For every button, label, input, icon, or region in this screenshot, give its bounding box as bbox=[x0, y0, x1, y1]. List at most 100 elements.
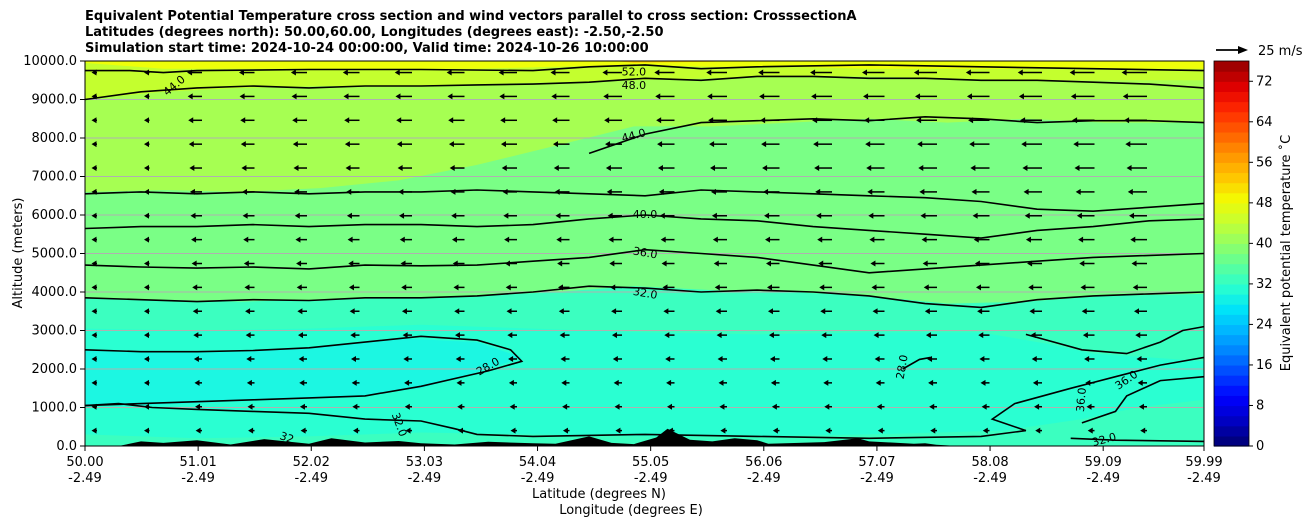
x-tick-label-lat: 56.06 bbox=[745, 455, 782, 470]
wind-vector-head bbox=[396, 141, 402, 148]
wind-vector-head bbox=[91, 188, 97, 195]
wind-vector-head bbox=[970, 165, 976, 172]
wind-vector-head bbox=[982, 427, 988, 434]
colorbar-segment bbox=[1214, 253, 1249, 265]
colorbar-label: Equivalent potential temperature ˚C bbox=[1278, 135, 1294, 371]
wind-vector-head bbox=[502, 188, 508, 195]
wind-vector-head bbox=[815, 188, 821, 195]
wind-vector-head bbox=[810, 69, 816, 76]
wind-vector-head bbox=[1134, 308, 1139, 315]
wind-vector-head bbox=[191, 260, 197, 267]
wind-vector-head bbox=[144, 141, 149, 148]
wind-vector-head bbox=[977, 308, 983, 315]
wind-vector-head bbox=[768, 332, 774, 339]
wind-vector-head bbox=[717, 355, 723, 362]
field-band-44 bbox=[85, 61, 1204, 192]
wind-vector-head bbox=[1028, 284, 1034, 291]
x-tick-label-lat: 59.09 bbox=[1085, 455, 1122, 470]
wind-vector-head bbox=[248, 427, 254, 434]
wind-vector-head bbox=[550, 69, 556, 76]
x-tick-label-lat: 58.08 bbox=[971, 455, 1008, 470]
wind-vector-head bbox=[446, 69, 452, 76]
wind-vector-head bbox=[867, 188, 873, 195]
wind-vector-head bbox=[1027, 260, 1033, 267]
wind-vector-head bbox=[347, 236, 353, 243]
wind-vector-head bbox=[662, 284, 668, 291]
wind-vector-head bbox=[1131, 260, 1137, 267]
wind-vector-head bbox=[1132, 284, 1138, 291]
wind-vector-head bbox=[968, 117, 974, 124]
wind-vector-head bbox=[663, 308, 669, 315]
colorbar-segment bbox=[1214, 152, 1249, 163]
wind-vectors bbox=[91, 69, 1147, 434]
wind-vector-head bbox=[714, 284, 720, 291]
wind-vector-head bbox=[399, 212, 405, 219]
wind-vector-head bbox=[766, 260, 772, 267]
wind-vector-head bbox=[242, 188, 248, 195]
wind-vector-head bbox=[872, 308, 878, 315]
colorbar-segment bbox=[1214, 172, 1249, 184]
wind-vector-head bbox=[719, 403, 725, 410]
wind-vector-head bbox=[863, 93, 869, 100]
colorbar-segment bbox=[1214, 263, 1249, 275]
wind-vector-head bbox=[657, 141, 663, 148]
contour-label: 52.0 bbox=[622, 66, 647, 79]
wind-vector-head bbox=[1129, 212, 1135, 219]
wind-vector-head bbox=[503, 212, 509, 219]
wind-vector-head bbox=[296, 260, 302, 267]
wind-vector-head bbox=[1125, 141, 1131, 148]
wind-vector-head bbox=[144, 355, 149, 362]
wind-vector-head bbox=[712, 236, 718, 243]
wind-vector-head bbox=[91, 332, 97, 339]
wind-vector-head bbox=[604, 117, 610, 124]
colorbar-segment bbox=[1214, 61, 1249, 72]
y-tick-label: 9000.0 bbox=[32, 93, 78, 108]
contour-label: 28.0 bbox=[894, 354, 911, 380]
wind-vector-head bbox=[763, 188, 769, 195]
wind-vector-head bbox=[770, 379, 776, 386]
wind-vector-head bbox=[659, 212, 665, 219]
chart-title-line-3: Simulation start time: 2024-10-24 00:00:… bbox=[85, 41, 649, 56]
colorbar-segment bbox=[1214, 162, 1249, 174]
colorbar-tick-label: 0 bbox=[1256, 439, 1264, 454]
terrain bbox=[85, 428, 1204, 446]
x-tick-label-lon: -2.49 bbox=[634, 471, 668, 486]
wind-vector-head bbox=[1018, 93, 1024, 100]
wind-vector-head bbox=[399, 236, 405, 243]
wind-vector-head bbox=[981, 403, 987, 410]
wind-vector-head bbox=[1070, 93, 1076, 100]
wind-vector-head bbox=[1137, 379, 1143, 386]
wind-vector-head bbox=[351, 379, 357, 386]
wind-vector-head bbox=[1138, 403, 1144, 410]
wind-vector-head bbox=[607, 212, 613, 219]
x-tick-label-lat: 54.04 bbox=[519, 455, 556, 470]
wind-vector-head bbox=[870, 260, 876, 267]
wind-vector-head bbox=[558, 308, 564, 315]
wind-vector-head bbox=[144, 403, 149, 410]
wind-vector-head bbox=[660, 236, 666, 243]
wind-vector-head bbox=[875, 379, 881, 386]
wind-vector-head bbox=[1086, 403, 1092, 410]
wind-vector-head bbox=[1122, 93, 1128, 100]
wind-vector-head bbox=[606, 188, 612, 195]
wind-vector-head bbox=[823, 379, 829, 386]
wind-vector-head bbox=[822, 355, 828, 362]
wind-vector-head bbox=[451, 236, 457, 243]
wind-vector-head bbox=[398, 188, 404, 195]
contour-line bbox=[588, 115, 1204, 155]
wind-vector-head bbox=[346, 212, 352, 219]
colorbar-segment bbox=[1214, 334, 1249, 346]
wind-vector-head bbox=[718, 379, 724, 386]
wind-vector-head bbox=[344, 141, 350, 148]
wind-vector-head bbox=[612, 355, 618, 362]
wind-vector-head bbox=[343, 93, 349, 100]
wind-vector-head bbox=[1020, 117, 1026, 124]
wind-vector-head bbox=[920, 212, 926, 219]
wind-vector-head bbox=[767, 308, 773, 315]
wind-vector-head bbox=[506, 308, 512, 315]
wind-vector-head bbox=[299, 403, 305, 410]
wind-vector-head bbox=[1140, 427, 1146, 434]
wind-vector-head bbox=[820, 308, 826, 315]
wind-vector-head bbox=[91, 212, 97, 219]
x-tick-label-lon: -2.49 bbox=[68, 471, 102, 486]
